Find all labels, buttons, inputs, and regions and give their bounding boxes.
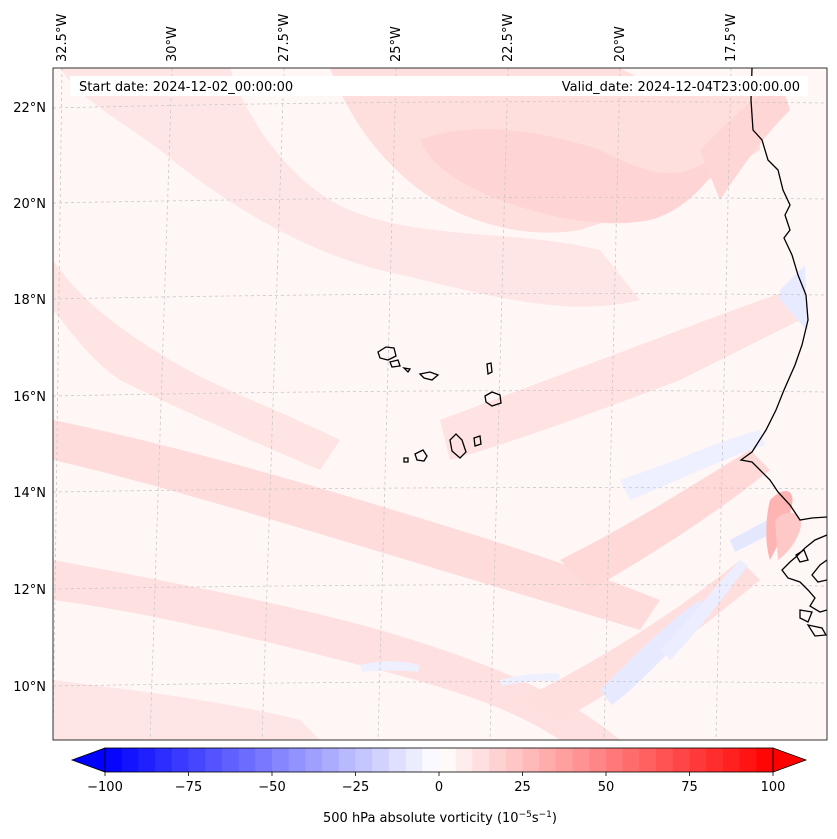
island-santa-luzia [402,367,412,374]
colorbar-cell [706,748,724,772]
colorbar-cell [422,748,440,772]
colorbar-cell [539,748,557,772]
lon-label-32-5w: 32.5°W [55,14,70,62]
lon-label-17-5w: 17.5°W [724,14,739,62]
start-date-label: Start date: 2024-12-02_00:00:00 [79,80,293,95]
map-frame [52,67,828,741]
colorbar-cell [355,748,373,772]
lon-label-30w: 30°W [165,26,180,62]
colorbar-cell [138,748,156,772]
colorbar-cells [105,748,774,772]
colorbar-cell [171,748,189,772]
island-maio [473,435,482,447]
colorbar-cell [472,748,490,772]
colorbar-extend-max [772,747,808,773]
lat-label-16n: 16°N [13,390,46,405]
colorbar-cell [656,748,674,772]
colorbar-tick-label: −50 [258,780,285,795]
guinea-bissau-coast [781,534,827,613]
valid-date-label: Valid_date: 2024-12-04T23:00:00.00 [562,80,800,95]
colorbar-tick-label: −25 [342,780,369,795]
island-sao-vicente [389,359,401,368]
colorbar-cell [589,748,607,772]
colorbar-tick-label: 25 [514,780,531,795]
colorbar-cell [238,748,256,772]
colorbar-cell [505,748,523,772]
latitude-labels: 22°N 20°N 18°N 16°N 14°N 12°N 10°N [13,101,46,695]
colorbar-cell [405,748,423,772]
colorbar-cell [272,748,290,772]
colorbar-cell [606,748,624,772]
colorbar-cell [372,748,390,772]
colorbar-tick-label: −100 [87,780,123,795]
colorbar-cell [555,748,573,772]
colorbar: −100 −75 −50 −25 0 25 50 75 100 500 hPa absolute… [70,747,808,826]
colorbar-tick-label: 100 [761,780,786,795]
lat-label-20n: 20°N [13,197,46,212]
colorbar-cell [255,748,273,772]
colorbar-tick-label: 50 [598,780,615,795]
colorbar-cell [689,748,707,772]
lat-label-18n: 18°N [13,293,46,308]
colorbar-cell [322,748,340,772]
colorbar-cell [121,748,139,772]
lat-label-14n: 14°N [13,486,46,501]
lon-label-27-5w: 27.5°W [277,14,292,62]
lon-label-22-5w: 22.5°W [501,14,516,62]
colorbar-cell [572,748,590,772]
colorbar-cell [388,748,406,772]
colorbar-cell [756,748,774,772]
colorbar-cell [288,748,306,772]
island-fogo [414,449,428,462]
island-sao-nicolau [418,371,440,381]
colorbar-cell [739,748,757,772]
island-santo-antao [377,346,397,361]
colorbar-cell [305,748,323,772]
colorbar-cell [205,748,223,772]
africa-coastline [739,68,827,521]
colorbar-title: 500 hPa absolute vorticity (10−5s−1) [323,810,557,826]
colorbar-tick-label: 75 [681,780,698,795]
longitude-labels: 32.5°W 30°W 27.5°W 25°W 22.5°W 20°W 17.5… [55,14,739,62]
lon-label-20w: 20°W [613,26,628,62]
island-sal [486,362,493,376]
colorbar-cell [188,748,206,772]
colorbar-cell [155,748,173,772]
gridlines [53,68,827,740]
island-boa-vista [484,391,502,407]
map-panel: Start date: 2024-12-02_00:00:00 Valid_da… [53,68,827,740]
colorbar-cell [105,748,123,772]
colorbar-cell [522,748,540,772]
lon-label-25w: 25°W [389,26,404,62]
colorbar-cell [489,748,507,772]
lat-label-12n: 12°N [13,583,46,598]
colorbar-cell [455,748,473,772]
island-brava [403,457,409,463]
colorbar-tick-label: −75 [175,780,202,795]
coastlines [739,68,827,637]
colorbar-cell [221,748,239,772]
lat-label-10n: 10°N [13,680,46,695]
cape-verde-islands [377,346,502,463]
colorbar-extend-min [70,747,106,773]
colorbar-cell [722,748,740,772]
vorticity-field [53,68,808,740]
colorbar-cell [439,748,457,772]
colorbar-ticks: −100 −75 −50 −25 0 25 50 75 100 [87,772,785,795]
header-box [70,76,808,96]
lat-label-22n: 22°N [13,101,46,116]
colorbar-cell [639,748,657,772]
island-santiago [449,433,467,459]
colorbar-tick-label: 0 [435,780,443,795]
colorbar-cell [672,748,690,772]
colorbar-cell [338,748,356,772]
colorbar-cell [622,748,640,772]
